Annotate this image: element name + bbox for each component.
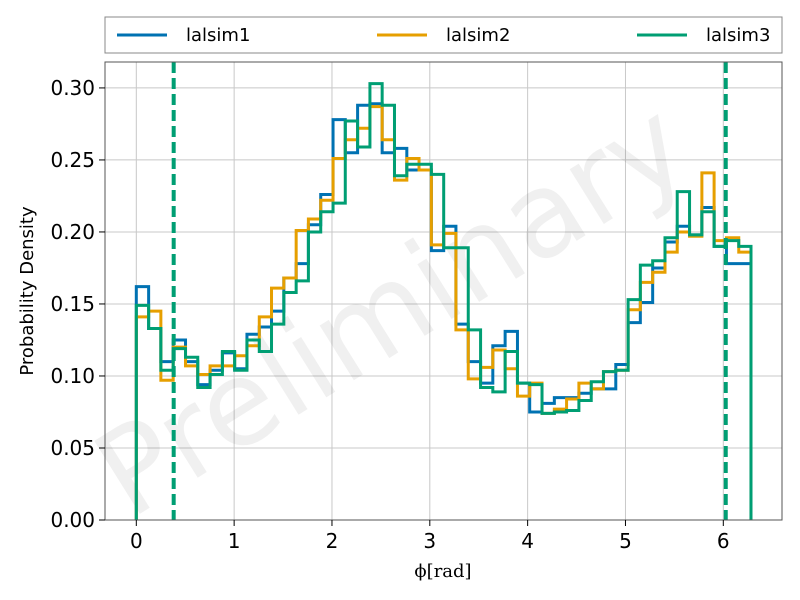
x-tick-label: 3: [423, 529, 436, 553]
y-tick-label: 0.20: [50, 220, 95, 244]
x-axis-label: ϕ[rad]: [414, 561, 471, 582]
y-tick-label: 0.10: [50, 364, 95, 388]
axis-ticks: 0 1 2 3 4 5 6 0.00 0.05 0.10 0.15 0.20 0.25 0.30: [50, 76, 729, 553]
x-tick-label: 4: [521, 529, 534, 553]
plot-frame: [104, 61, 783, 521]
threshold-lines: [171, 62, 728, 520]
legend: lalsim1 lalsim2 lalsim3: [104, 16, 783, 54]
x-tick-label: 1: [228, 529, 241, 553]
y-tick-label: 0.05: [50, 436, 95, 460]
x-tick-label: 2: [326, 529, 339, 553]
y-tick-label: 0.15: [50, 292, 95, 316]
y-tick-label: 0.00: [50, 508, 95, 532]
y-axis-label: Probability Density: [17, 206, 38, 376]
y-tick-label: 0.30: [50, 76, 95, 100]
legend-label-lalsim1: lalsim1: [186, 25, 250, 46]
x-tick-label: 5: [619, 529, 632, 553]
plot-background: [105, 62, 782, 520]
legend-label-lalsim3: lalsim3: [706, 25, 770, 46]
x-tick-label: 0: [130, 529, 143, 553]
histogram-series: [134, 82, 753, 520]
x-tick-label: 6: [717, 529, 730, 553]
legend-label-lalsim2: lalsim2: [446, 25, 510, 46]
y-tick-label: 0.25: [50, 148, 95, 172]
series-lalsim3-step: [134, 82, 753, 520]
